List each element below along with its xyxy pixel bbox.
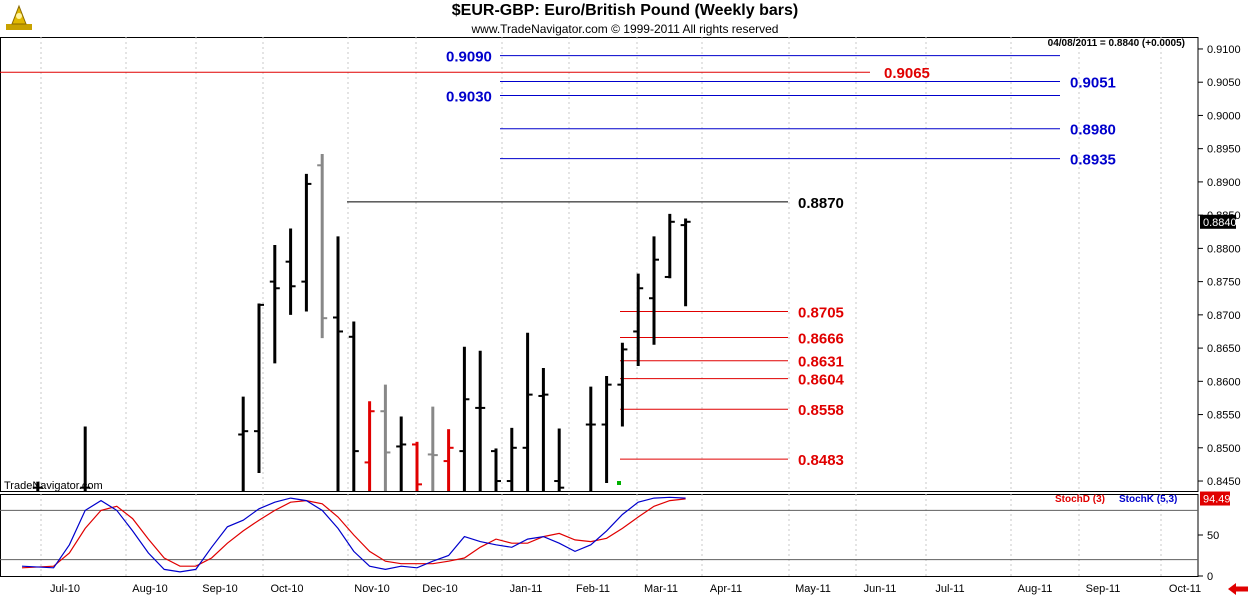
y-tick-label: 0.9100 [1207,44,1241,56]
y-tick-label: 0.8550 [1207,410,1241,422]
stoch-legend-k: StochK (5,3) [1119,494,1177,505]
support-level-label: 0.8666 [798,330,844,347]
x-tick-label: Jul-10 [50,583,80,595]
x-tick-label: Dec-10 [422,583,457,595]
x-tick-label: Oct-11 [1169,583,1201,595]
projection-level-label: 0.9051 [1070,75,1116,92]
projection-level-label: 0.9090 [446,49,492,66]
support-level-label: 0.8604 [798,372,845,389]
stoch-panel-frame [0,494,1199,577]
y-tick-label: 0.8650 [1207,343,1241,355]
logo-icon [6,4,32,30]
last-price-tag-box [1200,214,1236,229]
last-price-tag: 0.8840 [1203,217,1237,229]
support-level-label: 0.8705 [798,305,844,322]
y-tick-label: 0.8600 [1207,376,1241,388]
copyright-text: www.TradeNavigator.com © 1999-2011 All r… [471,22,779,36]
x-tick-label: Feb-11 [576,583,610,595]
x-tick-label: Apr-11 [710,583,742,595]
back-arrow-icon[interactable] [1228,583,1248,595]
y-tick-label: 0.8500 [1207,443,1241,455]
x-tick-label: May-11 [795,583,831,595]
y-tick-label: 0.8700 [1207,310,1241,322]
x-tick-label: Nov-10 [354,583,389,595]
support-level-label: 0.8558 [798,402,844,419]
stoch-series-line [21,496,686,573]
green-marker [617,481,621,485]
stoch-series-line [21,498,686,569]
support-level-label: 0.8631 [798,354,844,371]
price-panel-frame [0,37,1199,492]
y-tick-label: 0.8950 [1207,144,1241,156]
y-tick-label: 0.8900 [1207,177,1241,189]
stoch-y-tick-label: 0 [1207,571,1213,583]
y-tick-label: 0.8800 [1207,243,1241,255]
resistance-level-label: 0.8870 [798,195,844,212]
y-tick-label: 0.9050 [1207,77,1241,89]
x-tick-label: Mar-11 [644,583,678,595]
x-tick-label: Jul-11 [935,583,964,595]
chart-title: $EUR-GBP: Euro/British Pound (Weekly bar… [451,2,799,19]
support-level-label: 0.8483 [798,452,844,469]
x-tick-label: Sep-10 [202,583,237,595]
projection-level-label: 0.9030 [446,88,492,105]
x-tick-label: Oct-10 [270,583,303,595]
y-tick-label: 0.9000 [1207,110,1241,122]
level-label-long-red: 0.9065 [884,65,930,82]
x-tick-label: Aug-11 [1018,583,1053,595]
watermark-text: TradeNavigator.com [4,480,103,492]
stoch-legend-d: StochD (3) [1055,494,1105,505]
x-tick-label: Jan-11 [510,583,543,595]
last-bar-info: 04/08/2011 = 0.8840 (+0.0005) [1048,38,1185,49]
x-tick-label: Sep-11 [1086,583,1121,595]
stoch-y-tick-label: 50 [1207,530,1219,542]
y-tick-label: 0.8750 [1207,277,1241,289]
projection-level-label: 0.8980 [1070,122,1116,139]
x-tick-label: Aug-10 [132,583,167,595]
stoch-value-tag-box [1200,491,1230,506]
stoch-value-tag: 94.49 [1203,494,1231,506]
x-tick-label: Jun-11 [864,583,897,595]
projection-level-label: 0.8935 [1070,152,1116,169]
y-tick-label: 0.8450 [1207,476,1241,488]
